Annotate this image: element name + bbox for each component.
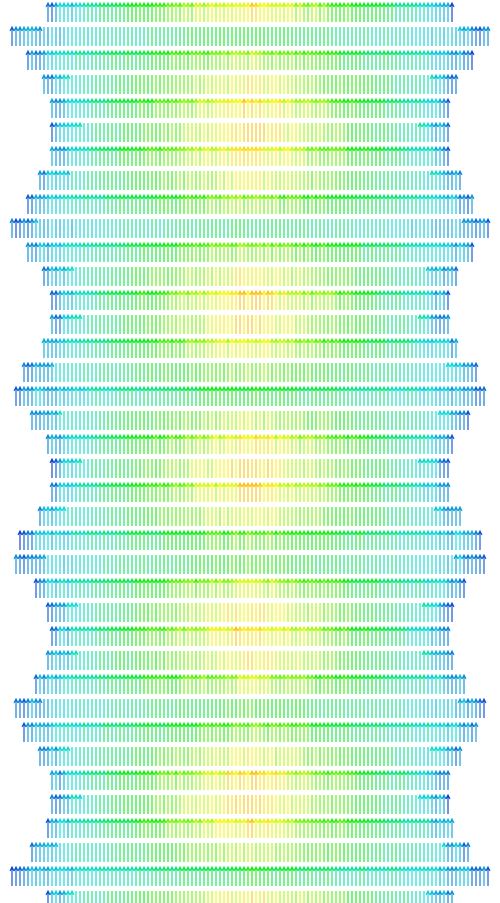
page: (() => { JSON.parse(document.getElementB… [0, 0, 500, 903]
vector-field [0, 0, 500, 903]
background [0, 0, 500, 903]
